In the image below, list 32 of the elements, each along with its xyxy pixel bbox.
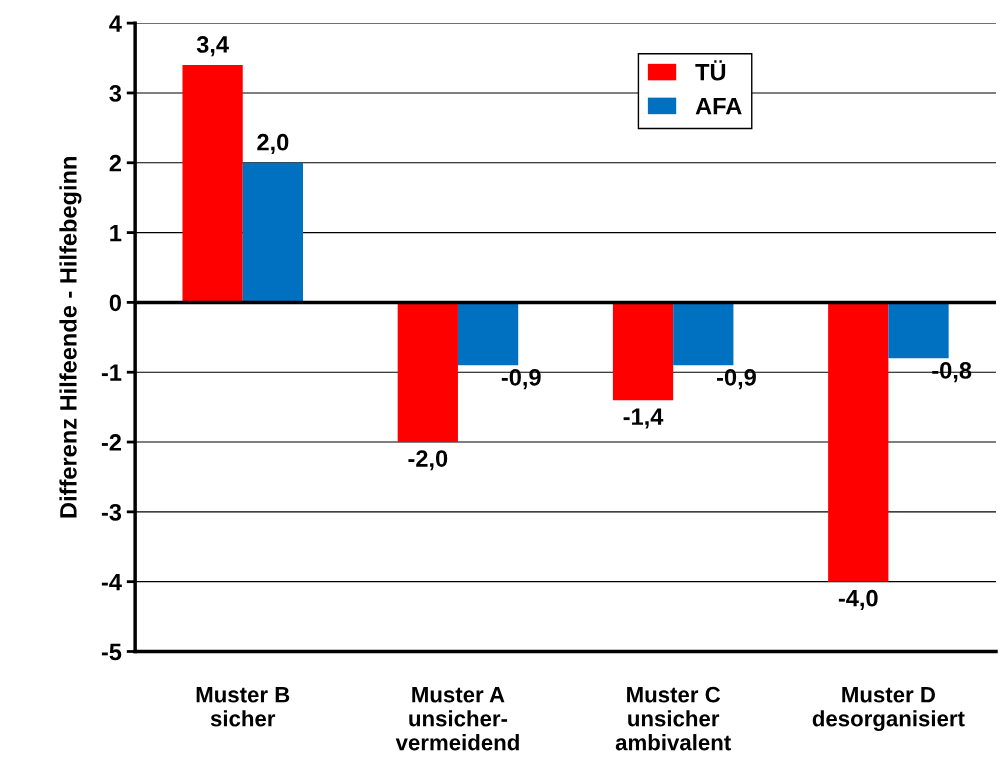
- x-tick-label: Muster A unsicher- vermeidend: [395, 687, 519, 751]
- bar: [612, 302, 674, 401]
- data-label: -0,9: [717, 369, 756, 390]
- data-label: 2,0: [257, 133, 289, 154]
- bar: [457, 302, 519, 366]
- bar: [182, 65, 243, 303]
- y-tick-label: 0: [109, 294, 121, 312]
- y-tick-label: -2: [101, 434, 121, 451]
- data-label: 3,4: [196, 36, 229, 57]
- y-tick-label: -5: [101, 643, 122, 661]
- y-tick-label: 3: [109, 85, 122, 102]
- y-tick-label: -1: [101, 364, 122, 381]
- y-tick-label: -3: [101, 503, 122, 521]
- legend-label: AFA: [695, 97, 742, 115]
- y-tick-label: -4: [101, 573, 122, 591]
- bar: [397, 302, 458, 443]
- y-tick-label: 4: [109, 15, 122, 32]
- x-tick-label: Muster C unsicher ambivalent: [615, 686, 731, 751]
- legend-label: TÜ: [695, 60, 726, 81]
- x-tick-label: Muster B sicher: [196, 687, 290, 727]
- bar: [888, 302, 949, 359]
- y-axis-title: Differenz Hilfeende - Hilfebeginn: [59, 157, 82, 518]
- bar: [828, 302, 889, 582]
- y-tick-label: 2: [109, 154, 121, 172]
- data-label: -2,0: [408, 450, 448, 471]
- data-label: -4,0: [838, 589, 878, 610]
- x-tick-label: Muster D desorganisiert: [812, 687, 965, 731]
- y-tick-label: 1: [110, 224, 122, 242]
- data-label: -1,4: [623, 408, 664, 429]
- bar: [242, 162, 303, 303]
- bar: [673, 302, 734, 366]
- data-label: -0,9: [501, 369, 541, 390]
